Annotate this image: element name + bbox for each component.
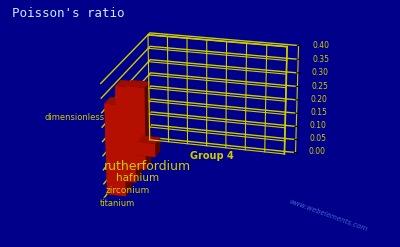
Text: www.webelements.com: www.webelements.com [288,198,368,232]
Text: Poisson's ratio: Poisson's ratio [12,7,124,21]
